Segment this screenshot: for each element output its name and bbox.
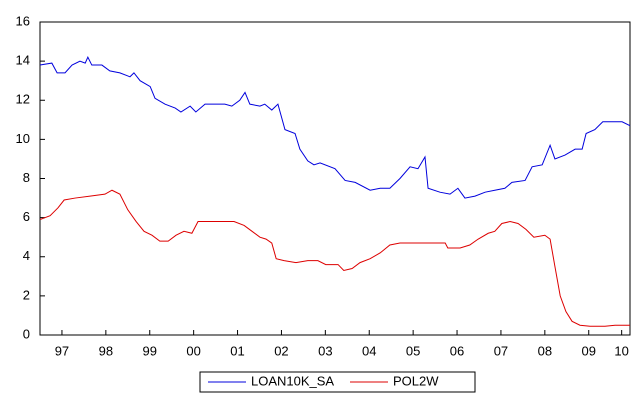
- x-tick-label: 98: [99, 343, 113, 358]
- y-tick-label: 2: [23, 287, 30, 302]
- x-tick-label: 10: [614, 343, 628, 358]
- y-tick-label: 0: [23, 326, 30, 341]
- plot-frame: [39, 21, 631, 336]
- x-tick-label: 99: [143, 343, 157, 358]
- legend-label: POL2W: [393, 373, 439, 388]
- legend-box: [199, 371, 476, 393]
- x-tick-label: 08: [538, 343, 552, 358]
- y-tick-label: 10: [16, 131, 30, 146]
- x-tick-label: 07: [494, 343, 508, 358]
- y-tick-label: 4: [23, 248, 30, 263]
- x-tick-label: 02: [274, 343, 288, 358]
- y-tick-label: 6: [23, 209, 30, 224]
- x-tick-label: 06: [450, 343, 464, 358]
- x-tick-label: 03: [318, 343, 332, 358]
- y-tick-label: 12: [16, 92, 30, 107]
- x-tick-label: 09: [582, 343, 596, 358]
- x-tick-label: 00: [186, 343, 200, 358]
- x-tick-label: 97: [55, 343, 69, 358]
- y-tick-label: 16: [16, 13, 30, 28]
- y-tick-label: 8: [23, 170, 30, 185]
- series-line: [39, 189, 630, 327]
- x-tick-label: 04: [362, 343, 376, 358]
- x-tick-label: 05: [406, 343, 420, 358]
- x-tick-label: 01: [230, 343, 244, 358]
- legend-label: LOAN10K_SA: [251, 373, 334, 388]
- series-line: [39, 56, 631, 199]
- y-tick-label: 14: [16, 53, 30, 68]
